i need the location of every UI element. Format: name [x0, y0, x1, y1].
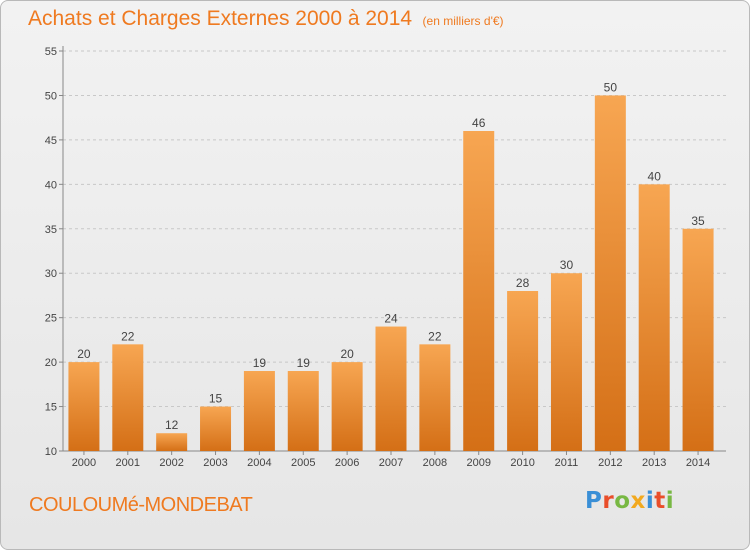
logo-letter-6: i [665, 488, 675, 514]
value-label-2013: 40 [648, 169, 662, 183]
logo-letter-4: i [645, 488, 655, 514]
x-tick-label-2000: 2000 [72, 457, 96, 469]
value-label-2001: 22 [121, 329, 135, 343]
value-label-2012: 50 [604, 80, 618, 94]
labels: 20 2000 22 2001 12 2002 15 2003 19 2004 19 2005 20 20… [72, 80, 711, 469]
y-tick-label: 30 [45, 268, 57, 280]
bar-2013 [638, 184, 670, 452]
bar-2012 [594, 95, 626, 451]
x-tick-label-2010: 2010 [510, 457, 534, 469]
value-label-2005: 19 [297, 356, 311, 370]
x-tick-label-2008: 2008 [423, 457, 447, 469]
logo-letter-5: t [654, 488, 666, 514]
value-label-2000: 20 [77, 347, 91, 361]
logo-letter-3: x [630, 488, 646, 514]
bar-2005 [287, 371, 319, 451]
y-tick-label: 10 [45, 446, 57, 458]
bar-2007 [375, 326, 407, 451]
bar-2001 [112, 344, 144, 451]
chart-subtitle: (en milliers d'€) [422, 14, 504, 28]
bar-2003 [200, 406, 232, 451]
commune-name: COULOUMé-MONDEBAT [29, 494, 253, 516]
value-label-2010: 28 [516, 276, 530, 290]
bar-2009 [463, 131, 495, 451]
x-tick-label-2003: 2003 [203, 457, 227, 469]
y-tick-label: 55 [45, 46, 57, 58]
bar-2014 [682, 228, 714, 451]
y-tick-label: 50 [45, 90, 57, 102]
value-label-2006: 20 [340, 347, 354, 361]
y-tick-label: 45 [45, 135, 57, 147]
x-tick-label-2002: 2002 [159, 457, 183, 469]
x-tick-label-2013: 2013 [642, 457, 666, 469]
logo-letter-0: P [585, 488, 603, 514]
y-tick-label: 35 [45, 224, 57, 236]
y-tick-label: 15 [45, 402, 57, 414]
proxiti-logo[interactable]: Proxiti [585, 488, 674, 514]
x-tick-label-2007: 2007 [379, 457, 403, 469]
bars [68, 95, 714, 452]
logo-letter-2: o [614, 488, 631, 514]
bar-2010 [507, 291, 539, 451]
x-tick-label-2009: 2009 [466, 457, 490, 469]
x-tick-label-2005: 2005 [291, 457, 315, 469]
x-tick-label-2014: 2014 [686, 457, 710, 469]
value-label-2014: 35 [691, 214, 705, 228]
value-label-2011: 30 [560, 258, 574, 272]
logo-letter-1: r [602, 488, 615, 514]
value-label-2002: 12 [165, 418, 179, 432]
bar-2008 [419, 344, 451, 451]
value-label-2008: 22 [428, 329, 442, 343]
x-tick-label-2011: 2011 [555, 457, 579, 469]
value-label-2009: 46 [472, 116, 486, 130]
bar-2004 [243, 371, 275, 451]
x-tick-label-2012: 2012 [598, 457, 622, 469]
bar-2002 [156, 433, 188, 451]
value-label-2003: 15 [209, 392, 223, 406]
bar-2006 [331, 362, 363, 451]
x-tick-label-2004: 2004 [247, 457, 271, 469]
x-tick-label-2001: 2001 [116, 457, 140, 469]
x-tick-label-2006: 2006 [335, 457, 359, 469]
bar-2000 [68, 362, 100, 451]
value-label-2007: 24 [384, 312, 398, 326]
y-tick-label: 40 [45, 179, 57, 191]
bar-2011 [550, 273, 582, 451]
chart-title: Achats et Charges Externes 2000 à 2014 [28, 7, 413, 30]
y-tick-label: 20 [45, 357, 57, 369]
chart-header: Achats et Charges Externes 2000 à 2014 (… [28, 7, 504, 31]
y-tick-label: 25 [45, 313, 57, 325]
value-label-2004: 19 [253, 356, 267, 370]
